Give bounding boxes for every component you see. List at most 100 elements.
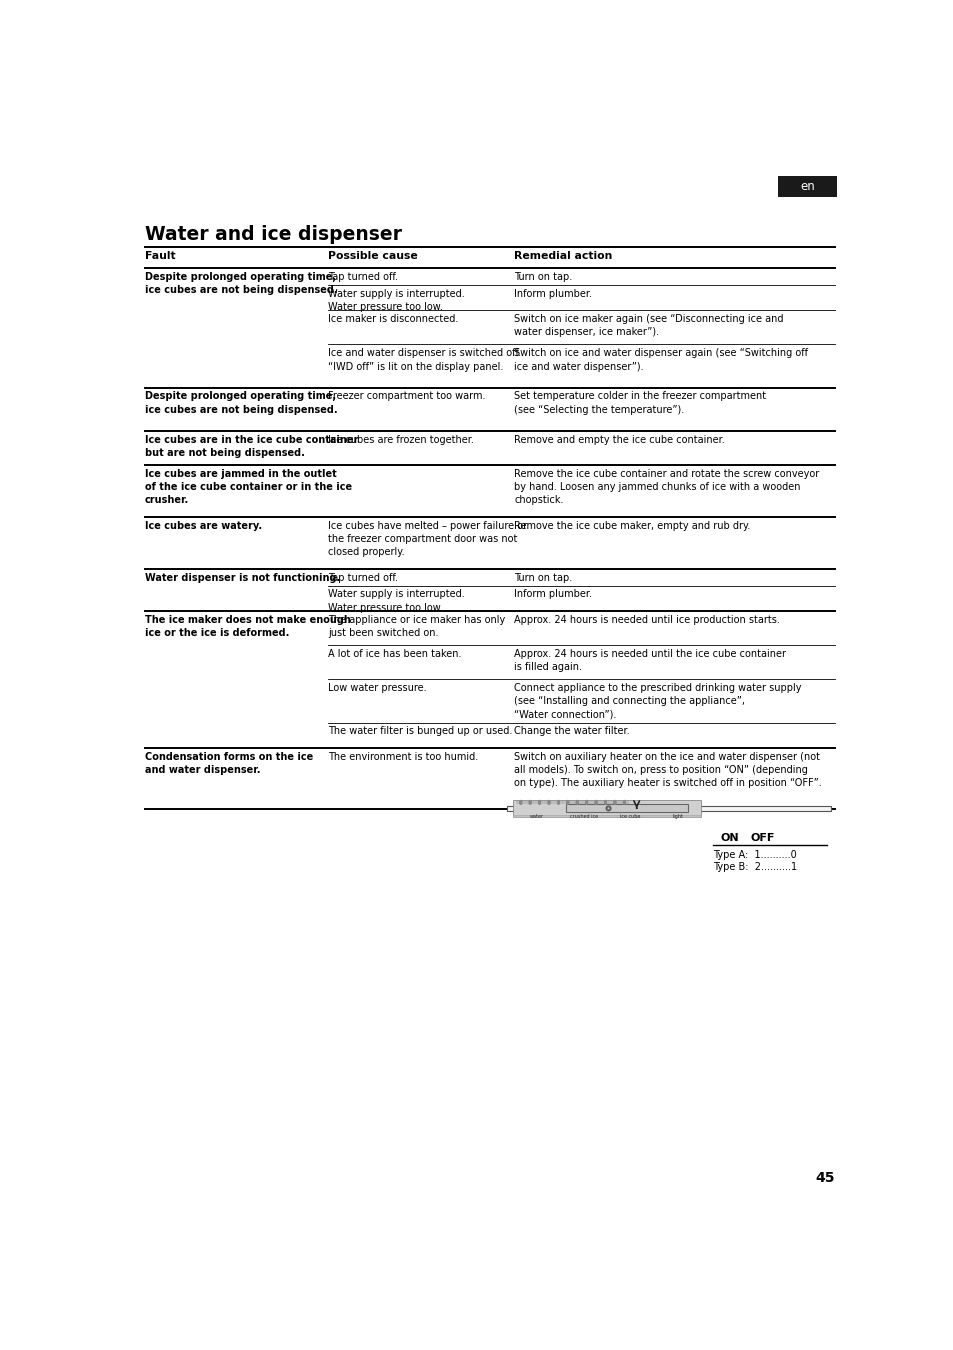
Circle shape: [566, 802, 568, 803]
Text: Low water pressure.: Low water pressure.: [328, 683, 427, 694]
Text: Switch on ice maker again (see “Disconnecting ice and
water dispenser, ice maker: Switch on ice maker again (see “Disconne…: [514, 315, 783, 338]
Bar: [513, 801, 700, 817]
Bar: [513, 815, 700, 817]
Text: 45: 45: [815, 1170, 835, 1185]
Circle shape: [576, 801, 578, 802]
Circle shape: [623, 802, 624, 803]
Circle shape: [566, 802, 568, 803]
Bar: [506, 806, 831, 811]
Circle shape: [623, 802, 624, 803]
Circle shape: [548, 802, 549, 803]
Circle shape: [614, 802, 615, 803]
Circle shape: [585, 802, 587, 803]
Text: The ice maker does not make enough
ice or the ice is deformed.: The ice maker does not make enough ice o…: [145, 614, 351, 639]
Circle shape: [585, 803, 587, 805]
Text: OFF: OFF: [749, 833, 774, 842]
Circle shape: [585, 802, 587, 803]
Circle shape: [585, 801, 587, 802]
Circle shape: [529, 802, 531, 803]
Text: Remove the ice cube container and rotate the screw conveyor
by hand. Loosen any : Remove the ice cube container and rotate…: [514, 468, 819, 505]
Text: Ice cubes are jammed in the outlet
of the ice cube container or in the ice
crush: Ice cubes are jammed in the outlet of th…: [145, 468, 352, 505]
Circle shape: [604, 802, 606, 803]
Text: Ice cubes are in the ice cube container
but are not being dispensed.: Ice cubes are in the ice cube container …: [145, 435, 357, 458]
Circle shape: [576, 801, 578, 803]
Text: Remove and empty the ice cube container.: Remove and empty the ice cube container.: [514, 435, 724, 444]
Circle shape: [538, 801, 539, 802]
Text: crushed ice: crushed ice: [569, 814, 597, 818]
Text: Possible cause: Possible cause: [328, 251, 417, 261]
Text: light: light: [672, 814, 682, 818]
Circle shape: [566, 801, 568, 803]
Circle shape: [614, 802, 615, 803]
Circle shape: [519, 801, 521, 802]
Circle shape: [538, 802, 539, 803]
Text: Tap turned off.: Tap turned off.: [328, 572, 398, 583]
Bar: [516, 801, 628, 803]
Text: Water and ice dispenser: Water and ice dispenser: [145, 225, 401, 244]
Text: The appliance or ice maker has only
just been switched on.: The appliance or ice maker has only just…: [328, 614, 505, 639]
Text: Turn on tap.: Turn on tap.: [514, 273, 572, 282]
Circle shape: [595, 802, 597, 803]
Circle shape: [529, 802, 531, 803]
Circle shape: [604, 801, 606, 802]
Text: Type B:  2..........1: Type B: 2..........1: [712, 861, 796, 872]
Circle shape: [614, 801, 615, 802]
Text: Ice cubes have melted – power failure or
the freezer compartment door was not
cl: Ice cubes have melted – power failure or…: [328, 521, 527, 558]
Text: Connect appliance to the prescribed drinking water supply
(see “Installing and c: Connect appliance to the prescribed drin…: [514, 683, 801, 720]
Circle shape: [623, 801, 624, 802]
Text: Switch on auxiliary heater on the ice and water dispenser (not
all models). To s: Switch on auxiliary heater on the ice an…: [514, 752, 821, 788]
Circle shape: [548, 802, 549, 803]
Circle shape: [538, 802, 539, 803]
Text: The water filter is bunged up or used.: The water filter is bunged up or used.: [328, 726, 513, 736]
Text: Tap turned off.: Tap turned off.: [328, 273, 398, 282]
Circle shape: [529, 803, 531, 805]
Text: Water supply is interrupted.
Water pressure too low.: Water supply is interrupted. Water press…: [328, 289, 465, 312]
Circle shape: [519, 802, 521, 803]
Text: Ice and water dispenser is switched off.
“IWD off” is lit on the display panel.: Ice and water dispenser is switched off.…: [328, 348, 521, 371]
Text: Inform plumber.: Inform plumber.: [514, 289, 592, 298]
Text: Condensation forms on the ice
and water dispenser.: Condensation forms on the ice and water …: [145, 752, 313, 775]
Circle shape: [623, 803, 624, 805]
Circle shape: [548, 801, 549, 802]
Text: Inform plumber.: Inform plumber.: [514, 590, 592, 599]
Circle shape: [595, 802, 597, 803]
Circle shape: [538, 803, 539, 805]
Circle shape: [529, 801, 531, 803]
Circle shape: [604, 802, 606, 803]
Circle shape: [614, 803, 615, 805]
Circle shape: [595, 801, 597, 802]
Text: Remedial action: Remedial action: [514, 251, 612, 261]
Text: Set temperature colder in the freezer compartment
(see “Selecting the temperatur: Set temperature colder in the freezer co…: [514, 392, 766, 414]
Circle shape: [595, 803, 597, 805]
Text: Water supply is interrupted.
Water pressure too low.: Water supply is interrupted. Water press…: [328, 590, 465, 613]
Text: Type A:  1..........0: Type A: 1..........0: [712, 849, 796, 860]
Circle shape: [538, 801, 539, 803]
Circle shape: [566, 801, 568, 802]
Text: en: en: [800, 180, 814, 193]
Text: Turn on tap.: Turn on tap.: [514, 572, 572, 583]
Circle shape: [604, 801, 606, 803]
Circle shape: [529, 801, 531, 802]
Circle shape: [604, 803, 606, 805]
Circle shape: [566, 803, 568, 805]
Text: Switch on ice and water dispenser again (see “Switching off
ice and water dispen: Switch on ice and water dispenser again …: [514, 348, 807, 371]
Circle shape: [623, 801, 624, 803]
Circle shape: [519, 803, 521, 805]
Text: Despite prolonged operating time,
ice cubes are not being dispensed.: Despite prolonged operating time, ice cu…: [145, 273, 337, 296]
Circle shape: [576, 803, 578, 805]
Text: Approx. 24 hours is needed until ice production starts.: Approx. 24 hours is needed until ice pro…: [514, 614, 780, 625]
Text: Change the water filter.: Change the water filter.: [514, 726, 630, 736]
Text: water: water: [529, 814, 543, 818]
Text: Remove the ice cube maker, empty and rub dry.: Remove the ice cube maker, empty and rub…: [514, 521, 750, 531]
Circle shape: [548, 803, 549, 805]
Bar: [778, 176, 836, 197]
Circle shape: [519, 801, 521, 803]
Bar: [565, 803, 687, 813]
Text: Ice cubes are frozen together.: Ice cubes are frozen together.: [328, 435, 474, 444]
Text: Approx. 24 hours is needed until the ice cube container
is filled again.: Approx. 24 hours is needed until the ice…: [514, 649, 785, 672]
Text: A lot of ice has been taken.: A lot of ice has been taken.: [328, 649, 461, 659]
Text: Fault: Fault: [145, 251, 175, 261]
Text: ON: ON: [720, 833, 739, 842]
Circle shape: [595, 801, 597, 803]
Text: Freezer compartment too warm.: Freezer compartment too warm.: [328, 392, 485, 401]
